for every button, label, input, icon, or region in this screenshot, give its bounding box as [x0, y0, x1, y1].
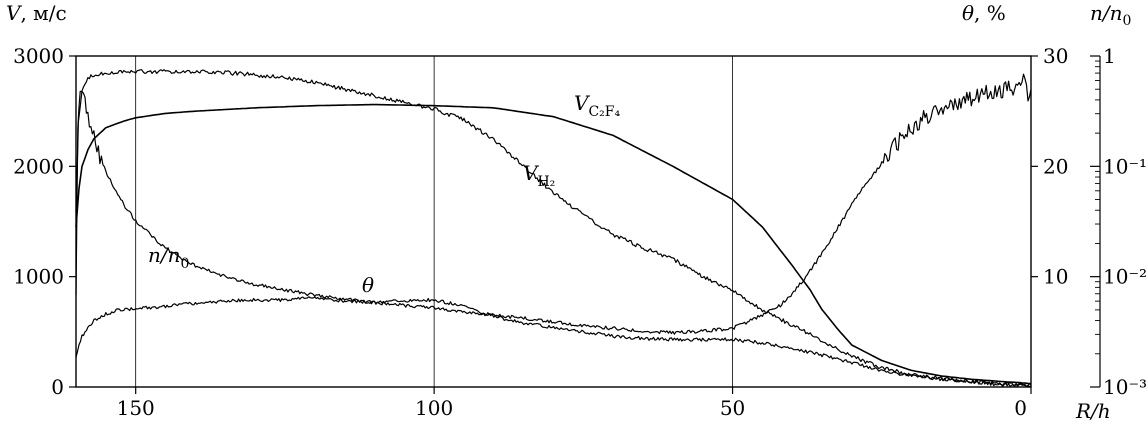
gridlines — [135, 56, 733, 387]
y-right-density-axis-title: n/n0 — [1090, 1, 1131, 29]
series-line-v-h2 — [75, 69, 1032, 388]
series-line-theta — [75, 296, 1032, 387]
label-v-c2f4: VC₂F₄ — [574, 91, 620, 120]
y-theta-tick-label-20: 20 — [1043, 154, 1068, 178]
y-density-tick-label-1: 10⁻² — [1103, 265, 1147, 289]
y-left-tick-label-0: 0 — [51, 375, 64, 399]
y-left-tick-label-3000: 3000 — [13, 44, 64, 68]
label-n-n0: n/n0 — [148, 243, 189, 272]
y-right-theta-axis-title: θ, % — [962, 1, 1006, 25]
x-tick-label-100: 100 — [415, 396, 453, 420]
series-line-n-n0 — [75, 73, 1032, 335]
y-left-tick-label-1000: 1000 — [13, 265, 64, 289]
y-density-tick-label-3: 1 — [1103, 44, 1116, 68]
label-theta: θ — [362, 273, 374, 297]
x-tick-label-0: 0 — [1014, 396, 1027, 420]
label-v-h2: VH₂ — [523, 161, 555, 190]
series-line-v-c2f4 — [75, 103, 1032, 385]
y-left-axis-title: V, м/с — [6, 1, 67, 25]
tick-labels: 150 100 50 0 0 1000 2000 3000 10 20 30 10⁻³ 10⁻² 10⁻¹… — [13, 44, 1147, 420]
x-axis-title: R/h — [1075, 399, 1111, 423]
y-theta-tick-label-30: 30 — [1043, 44, 1068, 68]
series-group — [75, 69, 1032, 388]
y-theta-tick-label-10: 10 — [1043, 265, 1068, 289]
axis-ticks — [69, 55, 1101, 394]
y-left-tick-label-2000: 2000 — [13, 154, 64, 178]
y-density-tick-label-2: 10⁻¹ — [1103, 154, 1147, 178]
y-density-tick-label-0: 10⁻³ — [1103, 375, 1147, 399]
x-tick-label-150: 150 — [117, 396, 155, 420]
plot-frame — [75, 55, 1032, 388]
x-tick-label-50: 50 — [720, 396, 745, 420]
